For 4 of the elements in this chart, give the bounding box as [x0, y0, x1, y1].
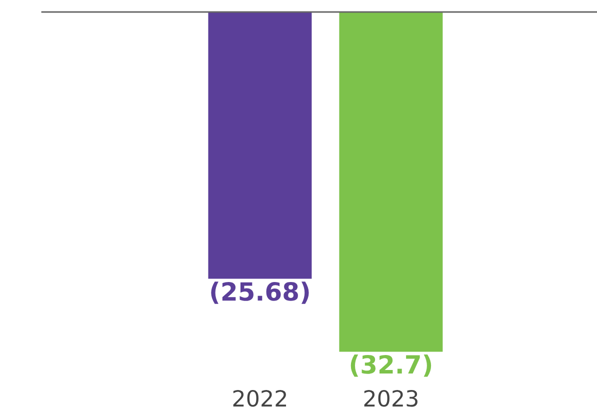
data-label: (25.68) — [211, 282, 309, 304]
data-label: (32.7) — [350, 354, 432, 377]
x-tick-label: 2023 — [364, 390, 418, 407]
x-tick-label: 2022 — [233, 390, 286, 407]
